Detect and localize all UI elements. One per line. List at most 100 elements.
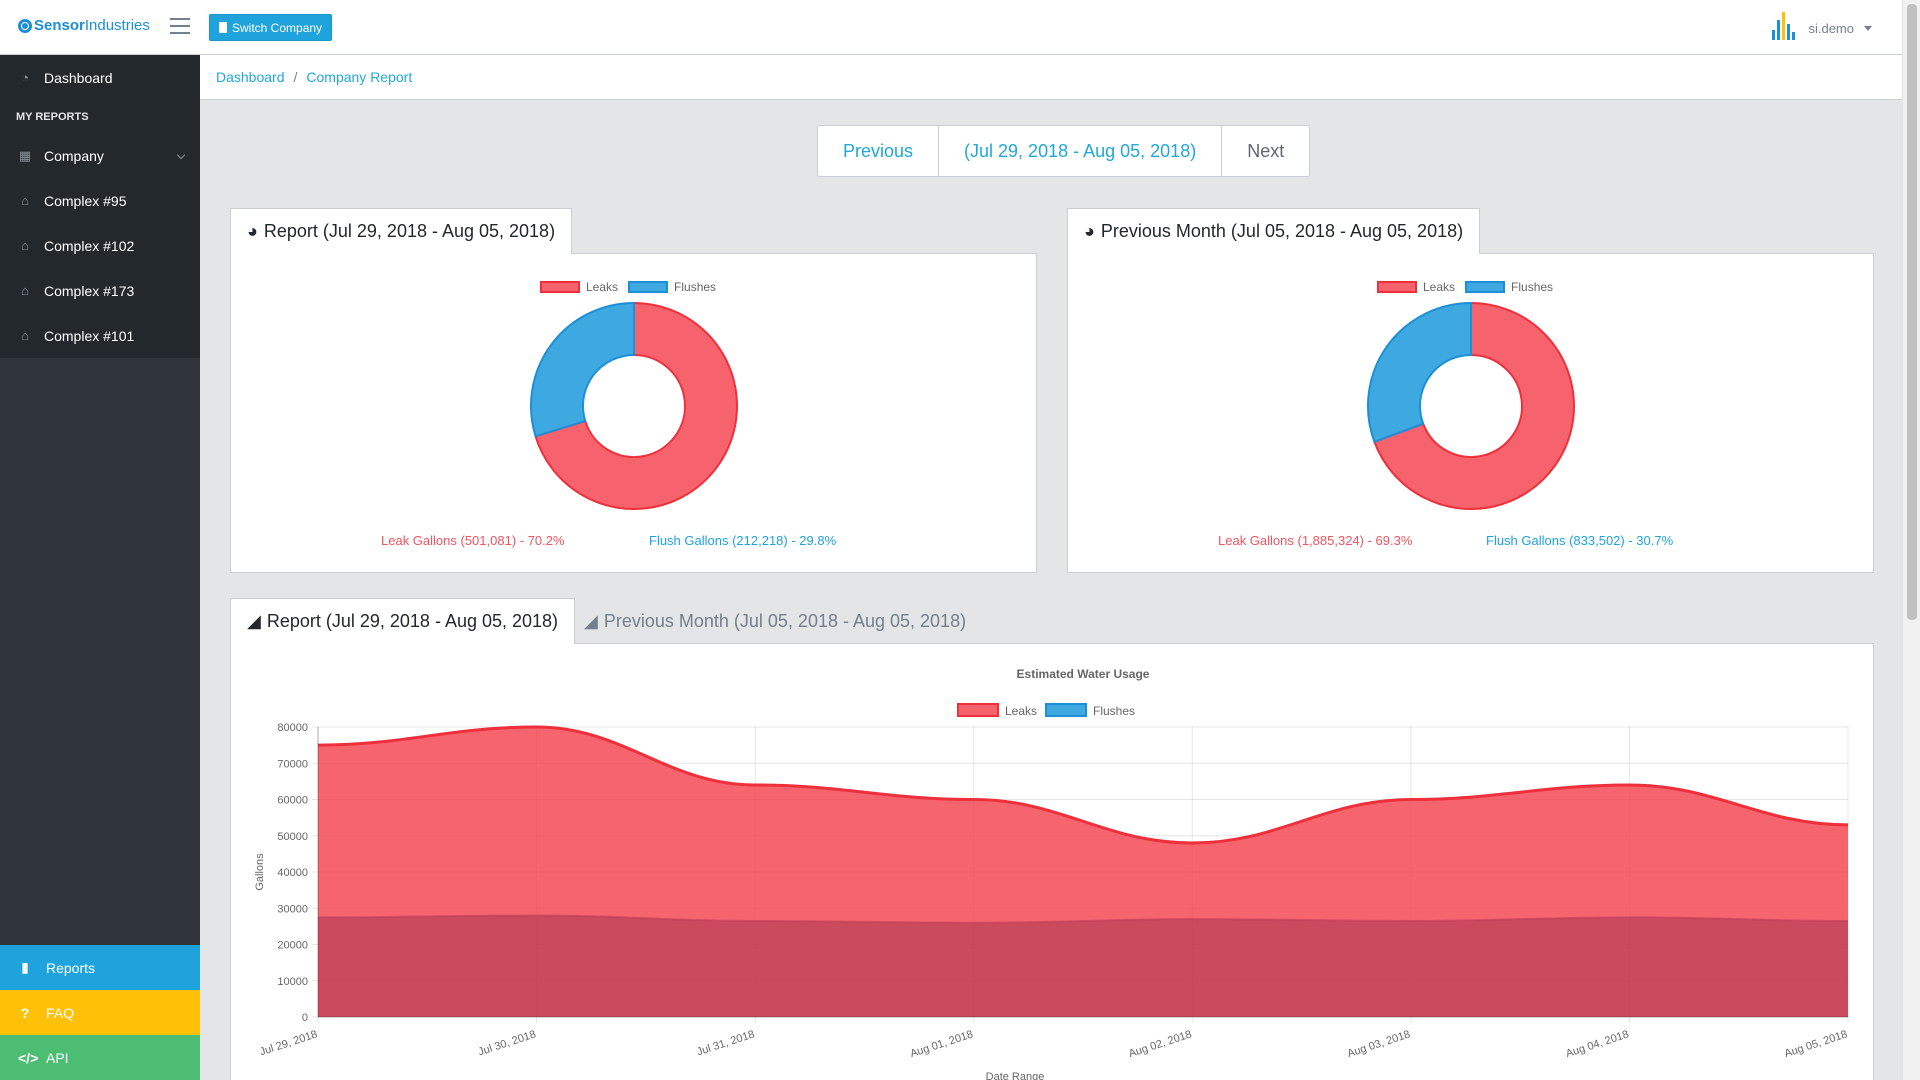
home-icon: ⌂: [21, 193, 29, 208]
sidebar-item-label: Dashboard: [44, 69, 113, 86]
y-tick-label: 70000: [277, 758, 308, 770]
company-avatar-icon: [1768, 12, 1798, 44]
sidebar-item-label: Complex #95: [44, 192, 127, 209]
brand-logo[interactable]: Sensor Industries: [18, 17, 150, 34]
area-chart-panel: Estimated Water Usage Leaks Flushes 0 10000 2…: [230, 643, 1874, 1080]
line-leaks: [317, 725, 1849, 845]
code-icon: </>: [18, 1049, 39, 1066]
sidebar-item-label: Complex #102: [44, 237, 135, 254]
legend-flushes[interactable]: Flushes: [1465, 280, 1553, 294]
y-axis-label: Gallons: [254, 853, 266, 891]
y-tick-label: 60000: [277, 795, 308, 807]
legend-swatch-flushes[interactable]: [1045, 703, 1087, 717]
brand-name-part2: Industries: [84, 17, 150, 34]
api-button[interactable]: </> API: [0, 1035, 200, 1080]
sidebar-item-complex-102[interactable]: ⌂ Complex #102: [0, 223, 200, 268]
chevron-down-icon: [176, 150, 186, 160]
x-tick-label: Jul 29, 2018: [258, 1028, 319, 1058]
tab-report-donut[interactable]: ◕ Report (Jul 29, 2018 - Aug 05, 2018): [230, 208, 573, 254]
x-tick-label: Aug 01, 2018: [909, 1028, 975, 1060]
next-period-button[interactable]: Next: [1247, 140, 1285, 161]
donut-slice-flushes[interactable]: [530, 301, 635, 438]
y-tick-label: 20000: [277, 940, 308, 952]
x-axis-label: Date Range: [986, 1071, 1045, 1080]
legend-flushes-swatch: [628, 281, 669, 293]
tab-report-area[interactable]: ◢ Report (Jul 29, 2018 - Aug 05, 2018): [230, 598, 576, 644]
legend-label: Leaks: [1423, 280, 1456, 294]
menu-toggle-icon[interactable]: [170, 18, 190, 34]
flush-gallons-stat: Flush Gallons (212,218) - 29.8%: [649, 533, 837, 548]
home-icon: ⌂: [21, 283, 29, 298]
api-label: API: [46, 1049, 69, 1066]
flush-gallons-stat: Flush Gallons (833,502) - 30.7%: [1486, 533, 1674, 548]
sidebar-item-complex-173[interactable]: ⌂ Complex #173: [0, 268, 200, 313]
area-chart-icon: ◢: [584, 610, 598, 631]
y-tick-label: 10000: [277, 976, 308, 988]
y-tick-label: 30000: [277, 903, 308, 915]
legend-leaks[interactable]: Leaks: [540, 280, 618, 294]
breadcrumb-dashboard-link[interactable]: Dashboard: [216, 69, 285, 85]
building-icon: ▦: [18, 148, 32, 163]
speedometer-icon: ◔: [21, 70, 29, 85]
legend-label: Leaks: [586, 280, 619, 294]
reports-label: Reports: [46, 959, 96, 976]
donut-slice-flushes[interactable]: [1367, 301, 1472, 444]
leak-gallons-stat: Leak Gallons (501,081) - 70.2%: [381, 533, 565, 548]
x-tick-label: Aug 04, 2018: [1564, 1028, 1630, 1060]
leak-gallons-stat: Leak Gallons (1,885,324) - 69.3%: [1218, 533, 1413, 548]
brand-name-part1: Sensor: [34, 17, 85, 34]
sensor-logo-icon: [18, 18, 32, 33]
breadcrumb-current[interactable]: Company Report: [306, 69, 413, 85]
sidebar-item-complex-101[interactable]: ⌂ Complex #101: [0, 313, 200, 358]
pie-chart-icon: ◕: [247, 221, 258, 241]
x-tick-label: Aug 02, 2018: [1127, 1028, 1193, 1060]
legend-swatch-leaks[interactable]: [957, 703, 999, 717]
legend-leaks[interactable]: Leaks: [1377, 280, 1455, 294]
top-navbar: Sensor Industries Switch Company si.demo: [0, 0, 1902, 55]
y-tick-label: 80000: [277, 722, 308, 734]
donut-panel-report: Leaks Flushes Leak Gallons (501,081) - 7…: [230, 253, 1037, 573]
sidebar-item-label: Complex #101: [44, 327, 135, 344]
donut-slice-leaks[interactable]: [534, 301, 738, 510]
tab-previous-month-area[interactable]: ◢ Previous Month (Jul 05, 2018 - Aug 05,…: [568, 598, 982, 644]
previous-period-button[interactable]: Previous: [818, 126, 940, 176]
faq-button[interactable]: ? FAQ: [0, 990, 200, 1035]
user-menu[interactable]: si.demo: [1768, 12, 1872, 44]
tab-label: Report (Jul 29, 2018 - Aug 05, 2018): [266, 611, 559, 631]
tab-label: Previous Month (Jul 05, 2018 - Aug 05, 2…: [603, 610, 967, 631]
sidebar-item-dashboard[interactable]: ◔ Dashboard: [0, 55, 200, 100]
clipboard-icon: ▮: [21, 959, 29, 975]
home-icon: ⌂: [21, 328, 29, 343]
scrollbar-thumb[interactable]: [1907, 4, 1917, 620]
period-navigator: Previous (Jul 29, 2018 - Aug 05, 2018) N…: [817, 125, 1311, 177]
reports-button[interactable]: ▮ Reports: [0, 945, 200, 990]
sidebar-item-label: Company: [44, 147, 104, 164]
current-period-button[interactable]: (Jul 29, 2018 - Aug 05, 2018): [939, 126, 1223, 176]
area-legend: Leaks Flushes: [957, 703, 1135, 718]
legend-label-flushes[interactable]: Flushes: [1093, 704, 1135, 718]
line-flushes: [317, 914, 1849, 924]
sidebar: ◔ Dashboard MY REPORTS ▦ Company ⌂ Compl…: [0, 55, 200, 1080]
x-tick-label: Aug 05, 2018: [1783, 1028, 1849, 1060]
sidebar-item-complex-95[interactable]: ⌂ Complex #95: [0, 178, 200, 223]
legend-label: Flushes: [674, 280, 717, 294]
donut-slice-leaks[interactable]: [1373, 301, 1575, 510]
switch-company-button[interactable]: Switch Company: [209, 14, 333, 41]
breadcrumb: Dashboard / Company Report: [200, 55, 1902, 100]
area-chart-icon: ◢: [247, 611, 261, 631]
x-tick-label: Jul 30, 2018: [477, 1028, 538, 1058]
legend-flushes[interactable]: Flushes: [628, 280, 716, 294]
legend-label: Flushes: [1511, 280, 1554, 294]
donut-chart-report: [530, 301, 738, 510]
legend-label-leaks[interactable]: Leaks: [1005, 704, 1037, 718]
sidebar-item-company[interactable]: ▦ Company: [0, 133, 200, 178]
chart-title: Estimated Water Usage: [1017, 667, 1150, 681]
legend-leaks-swatch: [1377, 281, 1417, 293]
legend-leaks-swatch: [540, 281, 580, 293]
home-icon: ⌂: [21, 238, 29, 253]
donut-legend: Leaks Flushes: [1377, 280, 1563, 294]
area-flushes[interactable]: [318, 915, 1848, 1018]
page-scrollbar[interactable]: [1902, 0, 1920, 1080]
pie-chart-icon: ◕: [1084, 221, 1095, 241]
tab-previous-month-donut[interactable]: ◕ Previous Month (Jul 05, 2018 - Aug 05,…: [1067, 208, 1481, 254]
